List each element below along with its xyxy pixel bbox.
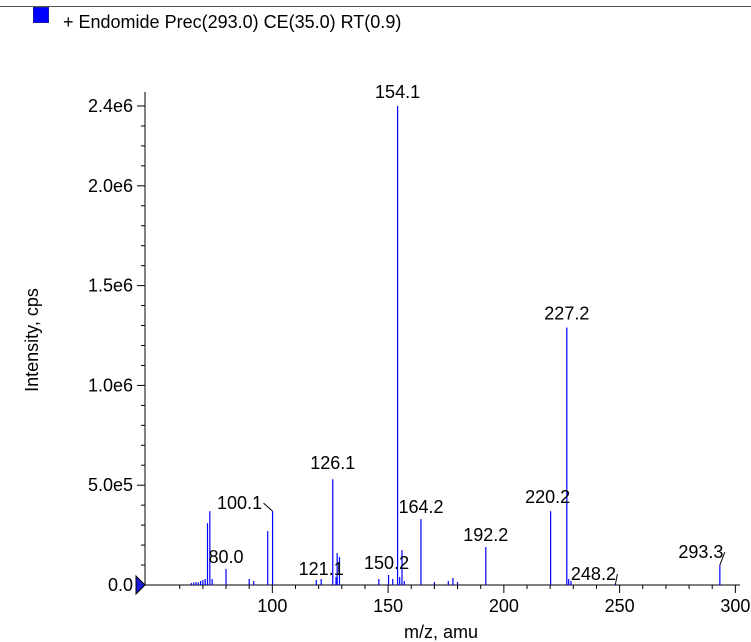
peak-label: 126.1 bbox=[310, 453, 355, 473]
peak-label: 227.2 bbox=[544, 304, 589, 324]
peak-label-leader bbox=[719, 551, 726, 566]
legend-label: + Endomide Prec(293.0) CE(35.0) RT(0.9) bbox=[63, 12, 402, 32]
peak-label: 164.2 bbox=[398, 497, 443, 517]
y-tick-label: 0.0 bbox=[108, 575, 133, 595]
y-tick-label: 2.0e6 bbox=[88, 176, 133, 196]
peak-label: 121.1 bbox=[299, 559, 344, 579]
legend-swatch bbox=[33, 7, 49, 23]
x-axis-title: m/z, amu bbox=[404, 622, 478, 642]
peak-label: 248.2 bbox=[571, 564, 616, 584]
peak-label: 293.3 bbox=[678, 542, 723, 562]
y-axis-title: Intensity, cps bbox=[22, 288, 42, 392]
x-tick-label: 300 bbox=[720, 596, 750, 616]
y-tick-label: 1.0e6 bbox=[88, 375, 133, 395]
peak-label-leader bbox=[263, 502, 273, 512]
x-tick-label: 150 bbox=[373, 596, 403, 616]
top-border-line bbox=[0, 6, 751, 7]
y-tick-label: 5.0e5 bbox=[88, 475, 133, 495]
peak-label: 154.1 bbox=[375, 82, 420, 102]
x-tick-label: 200 bbox=[489, 596, 519, 616]
peak-label-leader bbox=[614, 573, 618, 585]
x-tick-label: 100 bbox=[257, 596, 287, 616]
y-tick-label: 1.5e6 bbox=[88, 276, 133, 296]
peak-label: 100.1 bbox=[217, 493, 262, 513]
baseline-marker bbox=[135, 574, 146, 596]
peak-label: 80.0 bbox=[209, 547, 244, 567]
peak-label: 150.2 bbox=[364, 553, 409, 573]
peak-label: 192.2 bbox=[463, 525, 508, 545]
x-tick-label: 250 bbox=[605, 596, 635, 616]
peak-label: 220.2 bbox=[525, 487, 570, 507]
y-tick-label: 2.4e6 bbox=[88, 96, 133, 116]
